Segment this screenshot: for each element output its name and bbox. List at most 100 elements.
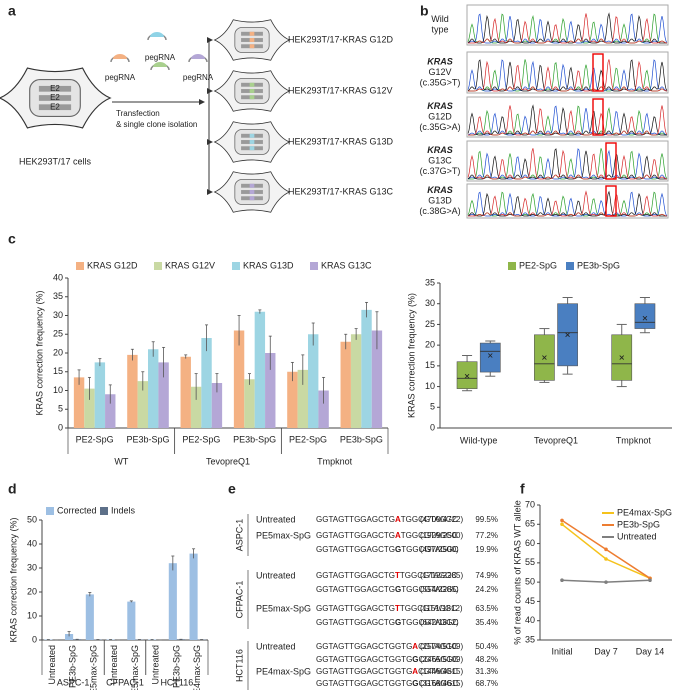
bar	[265, 353, 276, 428]
y-axis-label: KRAS correction frequency (%)	[8, 517, 18, 642]
y-tick-label: 15	[53, 366, 63, 376]
percent: 77.2%	[475, 531, 498, 540]
x-tick-label: PE5max-SpG	[130, 645, 140, 690]
read-count: (2465/5109)	[420, 655, 463, 664]
clone-label: HEK293T/17-KRAS G12D	[288, 34, 394, 44]
y-tick-label: 50	[27, 514, 37, 524]
y-tick-label: 65	[525, 519, 535, 529]
sequence-part: G	[412, 679, 418, 688]
sequence-part: G	[412, 655, 418, 664]
sequence-part: GGTAGTTGGAGCTG	[316, 585, 395, 594]
panel-label: b	[420, 3, 429, 19]
treatment: Untreated	[256, 641, 296, 651]
sequence-part: TGGCGTAGGC	[401, 515, 458, 524]
read-count: (1712/2285)	[420, 571, 463, 580]
bar	[158, 362, 169, 428]
read-count: (497/2500)	[420, 545, 459, 554]
edit	[249, 133, 255, 138]
bar	[287, 371, 298, 428]
sequence: GGTAGTTGGAGCTGGTGACGTAGGC	[316, 642, 458, 651]
treatment: Untreated	[256, 570, 296, 580]
legend-swatch	[232, 262, 240, 270]
trace	[467, 148, 668, 180]
bar	[233, 330, 245, 428]
sequence: GGTAGTTGGAGCTGGTGACGTAGGC	[316, 667, 458, 676]
y-tick-label: 15	[425, 360, 435, 370]
row-label: KRAS	[427, 56, 453, 66]
x-tick-label: Untreated	[47, 645, 57, 685]
mutation-box	[592, 53, 604, 92]
mean-marker	[642, 315, 648, 321]
pegrna-label: pegRNA	[145, 53, 176, 62]
trace	[467, 104, 667, 136]
bar	[127, 354, 138, 428]
bar	[308, 334, 319, 428]
chromosome	[38, 95, 72, 101]
group-label: WT	[114, 456, 128, 466]
sequence-part: A	[395, 531, 401, 540]
y-axis-label: KRAS correction frequency (%)	[34, 290, 44, 415]
y-tick-label: 20	[425, 340, 435, 350]
y-tick-label: 40	[525, 615, 535, 625]
y-tick-label: 10	[425, 381, 435, 391]
sequence-part: TGGCGTAGGC	[401, 531, 458, 540]
cell	[213, 121, 291, 163]
row-label: G12D	[428, 111, 452, 121]
legend-swatch	[154, 262, 162, 270]
trace	[467, 59, 668, 92]
bar	[318, 390, 329, 428]
sequence: GGTAGTTGGAGCTGTTGGCGTAGGC	[316, 604, 457, 613]
point	[604, 580, 608, 584]
edit	[249, 140, 255, 144]
trace	[467, 59, 668, 92]
trace	[467, 148, 667, 180]
group-label: CFPAC-1	[106, 677, 144, 687]
read-count: (2574/5109)	[420, 642, 463, 651]
x-tick-label: Untreated	[109, 645, 119, 685]
step-label: Transfection	[116, 109, 160, 118]
legend-label: Untreated	[617, 531, 657, 541]
sequence: GGTAGTTGGAGCTGTTGGCGTAGGC	[316, 571, 457, 580]
edit	[249, 38, 255, 42]
sequence-part: T	[395, 571, 400, 580]
allele-label: E2	[50, 84, 60, 93]
y-tick-label: 20	[27, 586, 37, 596]
legend-swatch	[566, 262, 574, 270]
sequence-part: GGTAGTTGGAGCTG	[316, 618, 395, 627]
percent: 35.4%	[475, 618, 498, 627]
legend-label: PE4max-SpG	[617, 507, 672, 517]
percent: 31.3%	[475, 667, 498, 676]
read-count: (642/1812)	[420, 618, 459, 627]
sequence: GGTAGTTGGAGCTGATGGCGTAGGC	[316, 531, 458, 540]
bar	[168, 563, 177, 640]
edit	[249, 44, 255, 49]
bar	[190, 386, 202, 428]
box	[634, 303, 656, 329]
bar	[73, 377, 85, 428]
sequence-part: G	[395, 585, 401, 594]
percent: 24.2%	[475, 585, 498, 594]
mutation-box	[605, 142, 617, 180]
row-label: (c.37G>T)	[420, 166, 461, 176]
point	[604, 557, 608, 561]
pegrna-icon	[191, 54, 205, 59]
trace	[467, 13, 668, 44]
y-tick-label: 30	[53, 310, 63, 320]
sequence-part: TGGCGTAGGC	[401, 618, 458, 627]
trace	[468, 59, 668, 92]
edit	[249, 183, 255, 188]
bar	[180, 356, 191, 428]
point	[560, 578, 564, 583]
legend-label: KRAS G13C	[321, 260, 372, 270]
y-tick-label: 20	[53, 347, 63, 357]
x-tick-label: PE2-SpG	[76, 434, 114, 444]
x-tick-label: PE3b-SpG	[126, 434, 169, 444]
y-tick-label: 70	[525, 499, 535, 509]
trace	[468, 13, 668, 44]
panel-label: c	[8, 231, 16, 247]
mean-marker	[565, 332, 570, 338]
row-label: KRAS	[427, 145, 453, 155]
y-tick-label: 30	[27, 562, 37, 572]
x-tick-label: PE3b-SpG	[68, 645, 78, 688]
mean-marker	[464, 373, 470, 379]
